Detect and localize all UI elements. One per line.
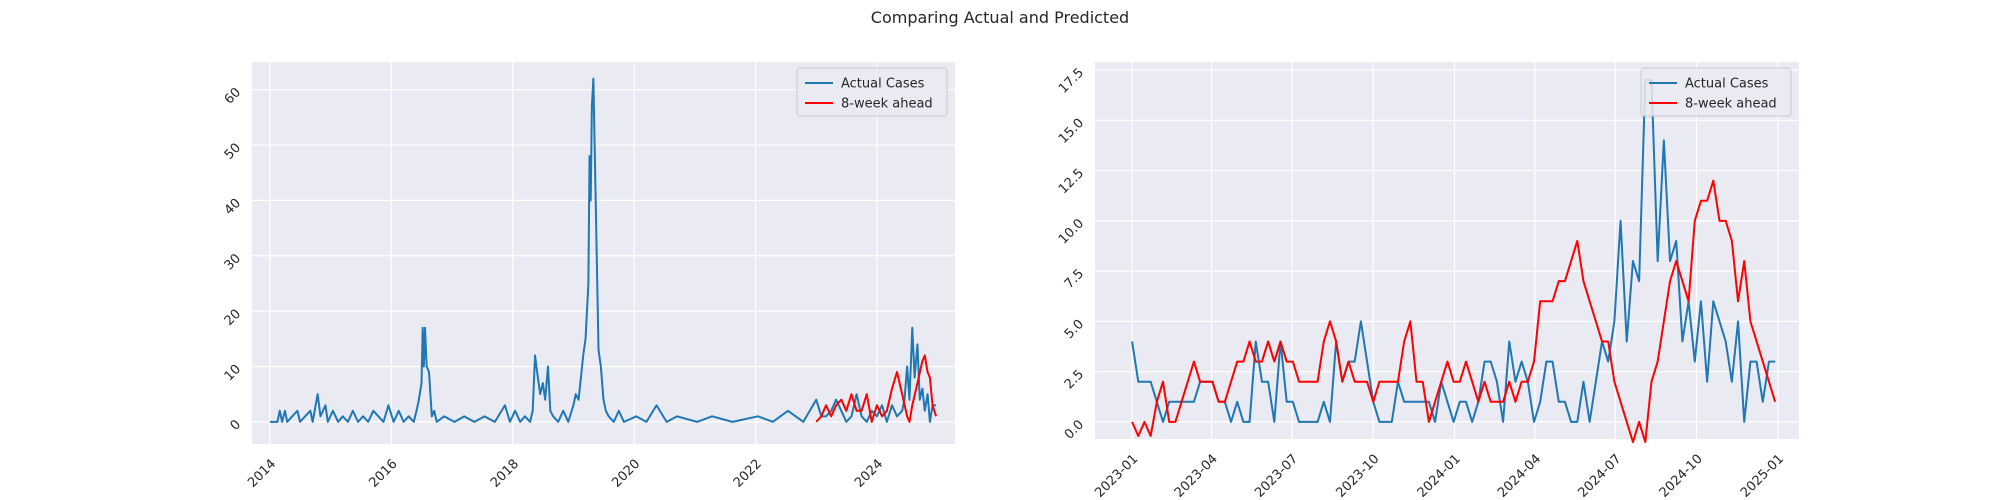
- legend-label: Actual Cases: [1685, 77, 1769, 92]
- x-tick-label: 2024-01: [1415, 452, 1464, 500]
- y-tick-label: 0: [228, 417, 244, 433]
- legend-label: 8-week ahead: [841, 97, 933, 112]
- x-tick-label: 2023-07: [1252, 452, 1301, 500]
- plot-area: [1095, 62, 1799, 439]
- y-tick-label: 10.0: [1056, 216, 1087, 247]
- chart-right: 2023-01 2023-04 2023-07 2023-10 2024-01 2024-…: [1056, 62, 1799, 500]
- y-tick-label: 30: [222, 251, 244, 273]
- legend-box: [1640, 67, 1792, 117]
- legend-label: Actual Cases: [841, 77, 925, 92]
- y-tick-label: 0.0: [1062, 417, 1087, 442]
- x-tick-label: 2025-01: [1738, 452, 1787, 500]
- x-tick-label: 2023-01: [1092, 452, 1141, 500]
- x-tick-label: 2022: [731, 457, 765, 491]
- y-tick-label: 60: [222, 85, 244, 107]
- legend-box: [796, 67, 948, 117]
- series-line-eight-week-ahead: [1131, 179, 1777, 444]
- legend: Actual Cases 8-week ahead: [1640, 67, 1792, 117]
- series-line-actual-cases: [1131, 79, 1776, 423]
- figure-title: Comparing Actual and Predicted: [870, 8, 1130, 27]
- y-tick-label: 50: [222, 140, 244, 162]
- y-tick-label: 12.5: [1056, 166, 1087, 197]
- x-tick-label: 2014: [245, 457, 279, 491]
- y-tick-label: 15.0: [1056, 116, 1087, 147]
- x-tick-label: 2016: [367, 457, 401, 491]
- x-tick-label: 2023-10: [1333, 452, 1382, 500]
- x-tick-label: 2024: [852, 457, 886, 491]
- legend: Actual Cases 8-week ahead: [796, 67, 948, 117]
- x-tick-label: 2024-04: [1495, 452, 1544, 500]
- series-line-eight-week-ahead: [815, 354, 938, 423]
- series-line-actual-cases: [269, 77, 937, 423]
- x-tick-label: 2020: [609, 457, 643, 491]
- y-tick-label: 10: [222, 362, 244, 384]
- y-tick-label: 20: [222, 307, 244, 329]
- chart-left: 2014 2016 2018 2020 2022 2024 0 10 20 30 40 50 60 Act…: [222, 62, 955, 491]
- plot-area: [252, 62, 955, 444]
- y-tick-label: 2.5: [1062, 367, 1087, 392]
- x-tick-label: 2023-04: [1172, 452, 1221, 500]
- x-tick-label: 2024-10: [1657, 452, 1706, 500]
- y-tick-label: 5.0: [1062, 317, 1087, 342]
- y-tick-label: 17.5: [1056, 65, 1087, 96]
- y-tick-label: 40: [222, 196, 244, 218]
- x-tick-label: 2018: [488, 457, 522, 491]
- x-tick-label: 2024-07: [1576, 452, 1625, 500]
- legend-label: 8-week ahead: [1685, 97, 1777, 112]
- y-tick-label: 7.5: [1062, 267, 1087, 292]
